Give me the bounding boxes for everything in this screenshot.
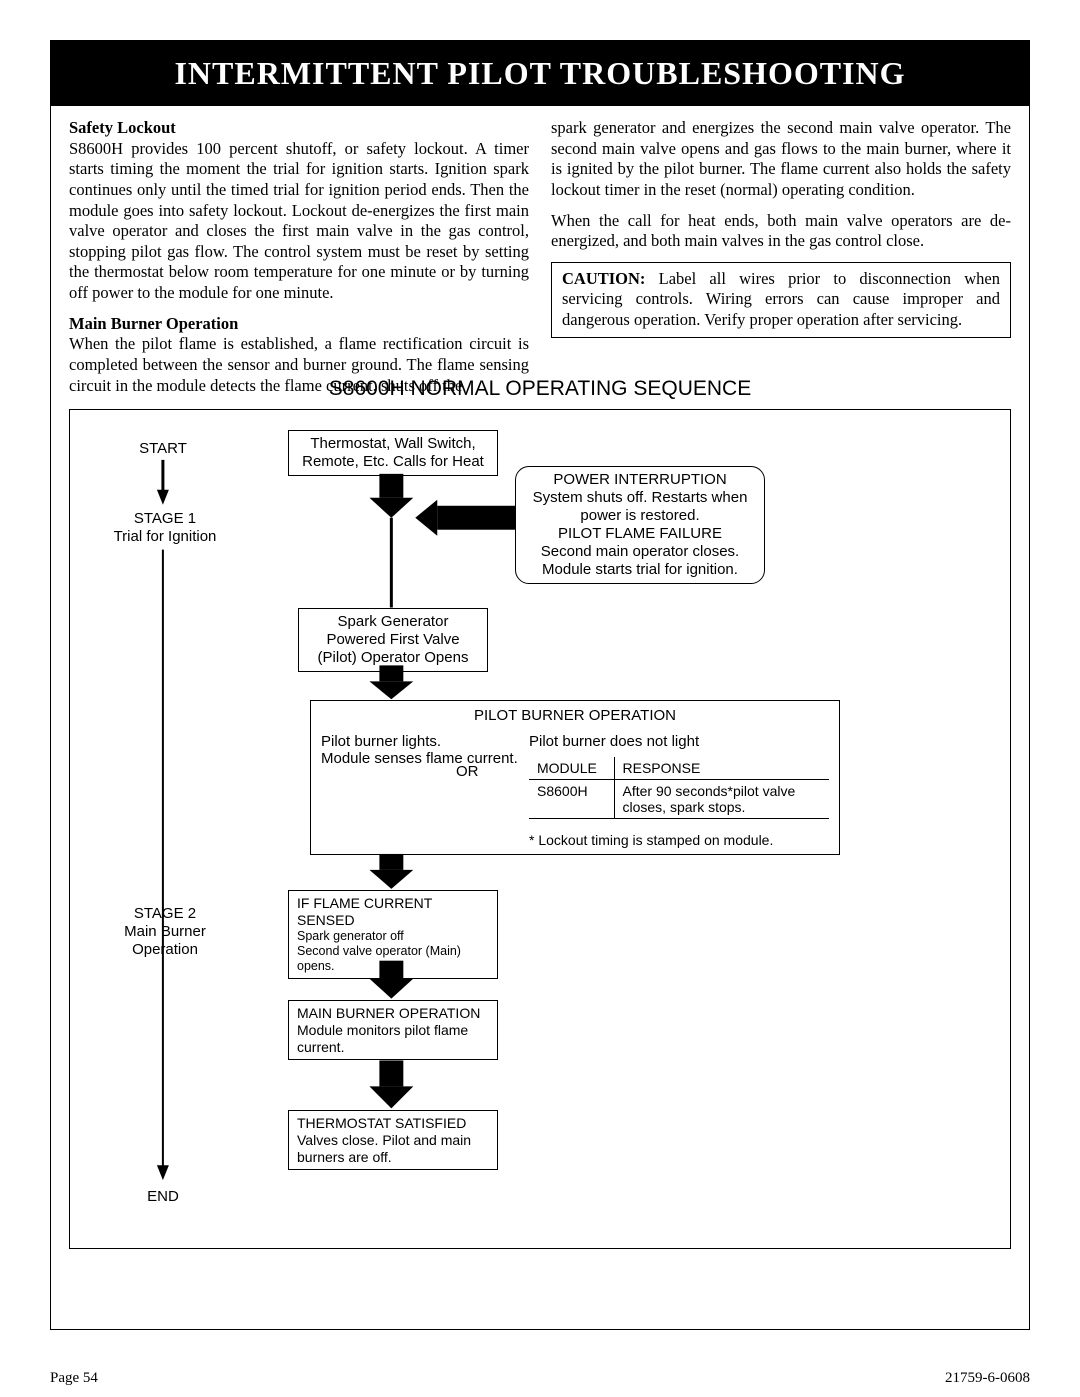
stage1-label: STAGE 1 Trial for Ignition bbox=[100, 510, 230, 546]
left-column: Safety Lockout S8600H provides 100 perce… bbox=[69, 118, 529, 406]
thermostat-satisfied-node: THERMOSTAT SATISFIED Valves close. Pilot… bbox=[288, 1110, 498, 1170]
big-arrow-1 bbox=[369, 474, 413, 518]
right-para-2: When the call for heat ends, both main v… bbox=[551, 211, 1011, 252]
interruption-node: POWER INTERRUPTION System shuts off. Res… bbox=[515, 466, 765, 584]
main-line: Module monitors pilot flame current. bbox=[297, 1022, 489, 1056]
pilot-left2: Module senses flame current. bbox=[321, 750, 518, 767]
right-column: spark generator and energizes the second… bbox=[551, 118, 1011, 406]
stage1-sub: Trial for Ignition bbox=[114, 528, 217, 545]
spark-node: Spark Generator Powered First Valve (Pil… bbox=[298, 608, 488, 672]
or-label: OR bbox=[456, 763, 479, 780]
start-label: START bbox=[118, 440, 208, 458]
diagram-area: S8600H NORMAL OPERATING SEQUENCE START S… bbox=[69, 377, 1011, 1311]
interrupt-line2: Second main operator closes. Module star… bbox=[541, 543, 739, 578]
main-burner-heading: Main Burner Operation bbox=[69, 314, 238, 333]
response-value: After 90 seconds*pilot valve closes, spa… bbox=[614, 780, 829, 819]
therm-title: THERMOSTAT SATISFIED bbox=[297, 1115, 489, 1132]
pilot-title: PILOT BURNER OPERATION bbox=[311, 707, 839, 724]
therm-line: Valves close. Pilot and main burners are… bbox=[297, 1132, 489, 1166]
flame-title: IF FLAME CURRENT SENSED bbox=[297, 895, 489, 929]
main-title: MAIN BURNER OPERATION bbox=[297, 1005, 489, 1022]
module-header: MODULE bbox=[529, 757, 614, 780]
page-title: INTERMITTENT PILOT TROUBLESHOOTING bbox=[51, 41, 1029, 106]
pilot-left: Pilot burner lights. Module senses flame… bbox=[321, 733, 531, 767]
stage2-label: STAGE 2 Main Burner Operation bbox=[110, 905, 220, 959]
pilot-right: Pilot burner does not light bbox=[529, 733, 699, 750]
diagram-border: START STAGE 1 Trial for Ignition STAGE 2… bbox=[69, 409, 1011, 1249]
text-columns: Safety Lockout S8600H provides 100 perce… bbox=[51, 106, 1029, 406]
doc-number: 21759-6-0608 bbox=[945, 1370, 1030, 1387]
interrupt-title2: PILOT FLAME FAILURE bbox=[558, 525, 722, 542]
safety-lockout-text: S8600H provides 100 percent shutoff, or … bbox=[69, 139, 529, 302]
thermostat-node: Thermostat, Wall Switch, Remote, Etc. Ca… bbox=[288, 430, 498, 476]
flame-line2: Second valve operator (Main) opens. bbox=[297, 944, 461, 973]
end-label: END bbox=[118, 1188, 208, 1206]
footer: Page 54 21759-6-0608 bbox=[50, 1370, 1030, 1387]
diagram-title: S8600H NORMAL OPERATING SEQUENCE bbox=[69, 377, 1011, 401]
flame-node: IF FLAME CURRENT SENSED Spark generator … bbox=[288, 890, 498, 979]
stage2-text: STAGE 2 bbox=[134, 905, 196, 922]
stage2-sub1: Main Burner bbox=[124, 923, 206, 940]
interrupt-title1: POWER INTERRUPTION bbox=[553, 471, 726, 488]
flame-line1: Spark generator off bbox=[297, 929, 404, 943]
page-border: INTERMITTENT PILOT TROUBLESHOOTING Safet… bbox=[50, 40, 1030, 1330]
lockout-note: * Lockout timing is stamped on module. bbox=[529, 832, 773, 848]
big-arrow-5 bbox=[369, 1060, 413, 1108]
safety-lockout-heading: Safety Lockout bbox=[69, 118, 176, 137]
module-value: S8600H bbox=[529, 780, 614, 819]
response-header: RESPONSE bbox=[614, 757, 829, 780]
interrupt-line1: System shuts off. Restarts when power is… bbox=[533, 489, 748, 524]
page-number: Page 54 bbox=[50, 1370, 98, 1387]
main-burner-node: MAIN BURNER OPERATION Module monitors pi… bbox=[288, 1000, 498, 1060]
caution-box: CAUTION: Label all wires prior to discon… bbox=[551, 262, 1011, 338]
module-table: MODULE RESPONSE S8600H After 90 seconds*… bbox=[529, 757, 829, 819]
big-arrow-left bbox=[415, 500, 515, 536]
big-arrow-3 bbox=[369, 854, 413, 889]
stage2-sub2: Operation bbox=[132, 941, 198, 958]
stage1-text: STAGE 1 bbox=[134, 510, 196, 527]
pilot-left1: Pilot burner lights. bbox=[321, 733, 441, 750]
right-para-1: spark generator and energizes the second… bbox=[551, 118, 1011, 201]
pilot-box: PILOT BURNER OPERATION Pilot burner ligh… bbox=[310, 700, 840, 855]
